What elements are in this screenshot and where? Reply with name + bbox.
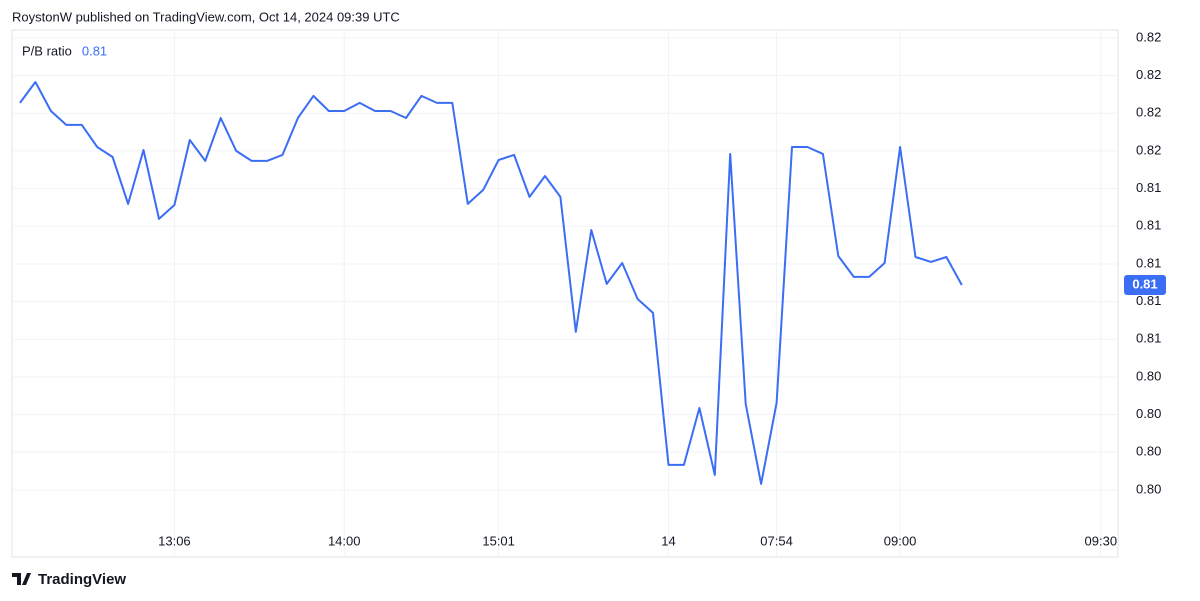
tradingview-logo: TradingView: [12, 571, 126, 588]
y-tick-label: 0.81: [1136, 255, 1161, 270]
footer-brand: TradingView: [38, 571, 126, 588]
y-tick-label: 0.81: [1136, 331, 1161, 346]
x-tick-label: 14:00: [328, 533, 361, 548]
x-tick-label: 15:01: [482, 533, 515, 548]
y-tick-label: 0.80: [1136, 406, 1161, 421]
y-tick-label: 0.81: [1136, 218, 1161, 233]
x-tick-label: 13:06: [158, 533, 191, 548]
y-tick-label: 0.82: [1136, 29, 1161, 44]
series-last-value: 0.81: [82, 43, 107, 58]
series-name: P/B ratio: [22, 43, 72, 58]
y-tick-label: 0.80: [1136, 481, 1161, 496]
y-tick-label: 0.82: [1136, 67, 1161, 82]
y-tick-label: 0.81: [1136, 180, 1161, 195]
last-value-badge: [1124, 275, 1166, 296]
y-tick-label: 0.82: [1136, 105, 1161, 120]
publish-header: RoystonW published on TradingView.com, O…: [12, 9, 400, 24]
last-value-label: 0.81: [1132, 276, 1157, 291]
y-tick-label: 0.81: [1136, 293, 1161, 308]
series-line: [19, 81, 963, 485]
y-tick-label: 0.82: [1136, 142, 1161, 157]
x-tick-label: 09:00: [884, 533, 917, 548]
y-tick-label: 0.80: [1136, 368, 1161, 383]
y-tick-label: 0.80: [1136, 444, 1161, 459]
x-tick-label: 09:30: [1085, 533, 1118, 548]
plot-frame: [11, 29, 1119, 558]
x-tick-label: 14: [661, 533, 675, 548]
x-tick-label: 07:54: [760, 533, 793, 548]
